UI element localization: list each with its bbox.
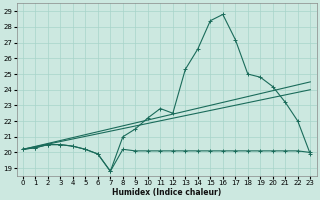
X-axis label: Humidex (Indice chaleur): Humidex (Indice chaleur) (112, 188, 221, 197)
